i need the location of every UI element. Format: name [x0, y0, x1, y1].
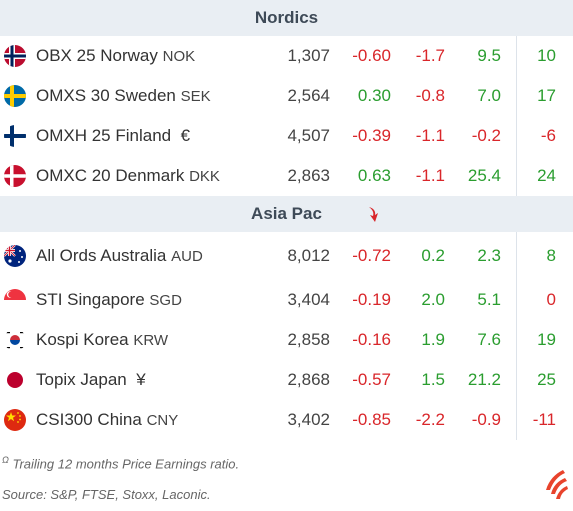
change-1: 0.63 — [357, 166, 391, 185]
change-2: -1.7 — [415, 46, 445, 65]
index-name: Kospi Korea KRW — [36, 330, 169, 349]
denmark-flag-icon — [4, 165, 26, 187]
change-1: -0.57 — [352, 370, 391, 389]
change-2: -1.1 — [415, 166, 445, 185]
index-name: Topix Japan ¥ — [36, 370, 146, 389]
change-3: 2.3 — [477, 246, 501, 265]
pe-ratio: -11 — [532, 410, 556, 429]
change-1: -0.19 — [352, 290, 391, 309]
table-row: STI Singapore SGD 3,404 -0.19 2.0 5.1 0 — [0, 280, 573, 320]
pe-ratio: 25 — [537, 370, 556, 389]
change-2: -2.2 — [415, 410, 445, 429]
pe-ratio: 24 — [537, 166, 556, 185]
index-value: 1,307 — [287, 46, 330, 65]
china-flag-icon — [4, 409, 26, 431]
arrow-down-icon — [369, 207, 378, 222]
table-row: All Ords Australia AUD 8,012 -0.72 0.2 2… — [0, 236, 573, 276]
section-title: Nordics — [254, 8, 319, 27]
index-name: OBX 25 Norway NOK — [36, 46, 196, 65]
change-2: 1.5 — [421, 370, 445, 389]
change-3: -0.9 — [471, 410, 501, 429]
change-3: 25.4 — [467, 166, 501, 185]
table-row: OBX 25 Norway NOK 1,307 -0.60 -1.7 9.5 1… — [0, 36, 573, 76]
index-value: 4,507 — [287, 126, 330, 145]
change-1: 0.30 — [357, 86, 391, 105]
change-2: -0.8 — [415, 86, 445, 105]
change-1: -0.16 — [352, 330, 391, 349]
index-name: OMXC 20 Denmark DKK — [36, 166, 220, 185]
table-row: CSI300 China CNY 3,402 -0.85 -2.2 -0.9 -… — [0, 400, 573, 440]
change-3: 7.0 — [477, 86, 501, 105]
change-2: 2.0 — [421, 290, 445, 309]
change-3: -0.2 — [471, 126, 501, 145]
table-row: Topix Japan ¥ 2,868 -0.57 1.5 21.2 25 — [0, 360, 573, 400]
change-2: 1.9 — [421, 330, 445, 349]
pe-ratio: 0 — [546, 290, 556, 309]
change-3: 5.1 — [477, 290, 501, 309]
column-divider — [516, 232, 517, 440]
index-value: 2,863 — [287, 166, 330, 185]
index-name: OMXH 25 Finland € — [36, 126, 191, 145]
index-name: OMXS 30 Sweden SEK — [36, 86, 211, 105]
index-name: STI Singapore SGD — [36, 290, 182, 309]
singapore-flag-icon — [4, 289, 26, 311]
table-row: OMXC 20 Denmark DKK 2,863 0.63 -1.1 25.4… — [0, 156, 573, 196]
footnote-marker: Ω — [2, 455, 9, 465]
change-1: -0.60 — [352, 46, 391, 65]
index-value: 2,868 — [287, 370, 330, 389]
pe-ratio: 8 — [546, 246, 556, 265]
index-name: CSI300 China CNY — [36, 410, 179, 429]
change-3: 7.6 — [477, 330, 501, 349]
change-1: -0.85 — [352, 410, 391, 429]
pe-ratio: 17 — [537, 86, 556, 105]
section-header-nordics: Nordics — [0, 0, 573, 36]
index-value: 3,404 — [287, 290, 330, 309]
table-row: OMXH 25 Finland € 4,507 -0.39 -1.1 -0.2 … — [0, 116, 573, 156]
pe-ratio: 19 — [537, 330, 556, 349]
column-divider — [516, 36, 517, 196]
finland-flag-icon — [4, 125, 26, 147]
japan-flag-icon — [4, 369, 26, 391]
korea-flag-icon — [4, 329, 26, 351]
pe-footnote: Ω Trailing 12 months Price Earnings rati… — [2, 455, 240, 472]
pe-ratio: -6 — [540, 126, 556, 145]
change-3: 21.2 — [467, 370, 501, 389]
change-1: -0.72 — [352, 246, 391, 265]
sweden-flag-icon — [4, 85, 26, 107]
index-value: 2,858 — [287, 330, 330, 349]
index-value: 2,564 — [287, 86, 330, 105]
change-3: 9.5 — [477, 46, 501, 65]
index-value: 8,012 — [287, 246, 330, 265]
brand-logo-icon — [546, 470, 568, 499]
norway-flag-icon — [4, 45, 26, 67]
section-header-asia-pac: Asia Pac — [0, 196, 573, 232]
source-note: Source: S&P, FTSE, Stoxx, Laconic. — [2, 487, 211, 502]
index-value: 3,402 — [287, 410, 330, 429]
section-title: Asia Pac — [251, 204, 322, 223]
change-1: -0.39 — [352, 126, 391, 145]
australia-flag-icon — [4, 245, 26, 267]
table-row: OMXS 30 Sweden SEK 2,564 0.30 -0.8 7.0 1… — [0, 76, 573, 116]
table-row: Kospi Korea KRW 2,858 -0.16 1.9 7.6 19 — [0, 320, 573, 360]
change-2: 0.2 — [421, 246, 445, 265]
index-name: All Ords Australia AUD — [36, 246, 203, 265]
change-2: -1.1 — [415, 126, 445, 145]
pe-ratio: 10 — [537, 46, 556, 65]
